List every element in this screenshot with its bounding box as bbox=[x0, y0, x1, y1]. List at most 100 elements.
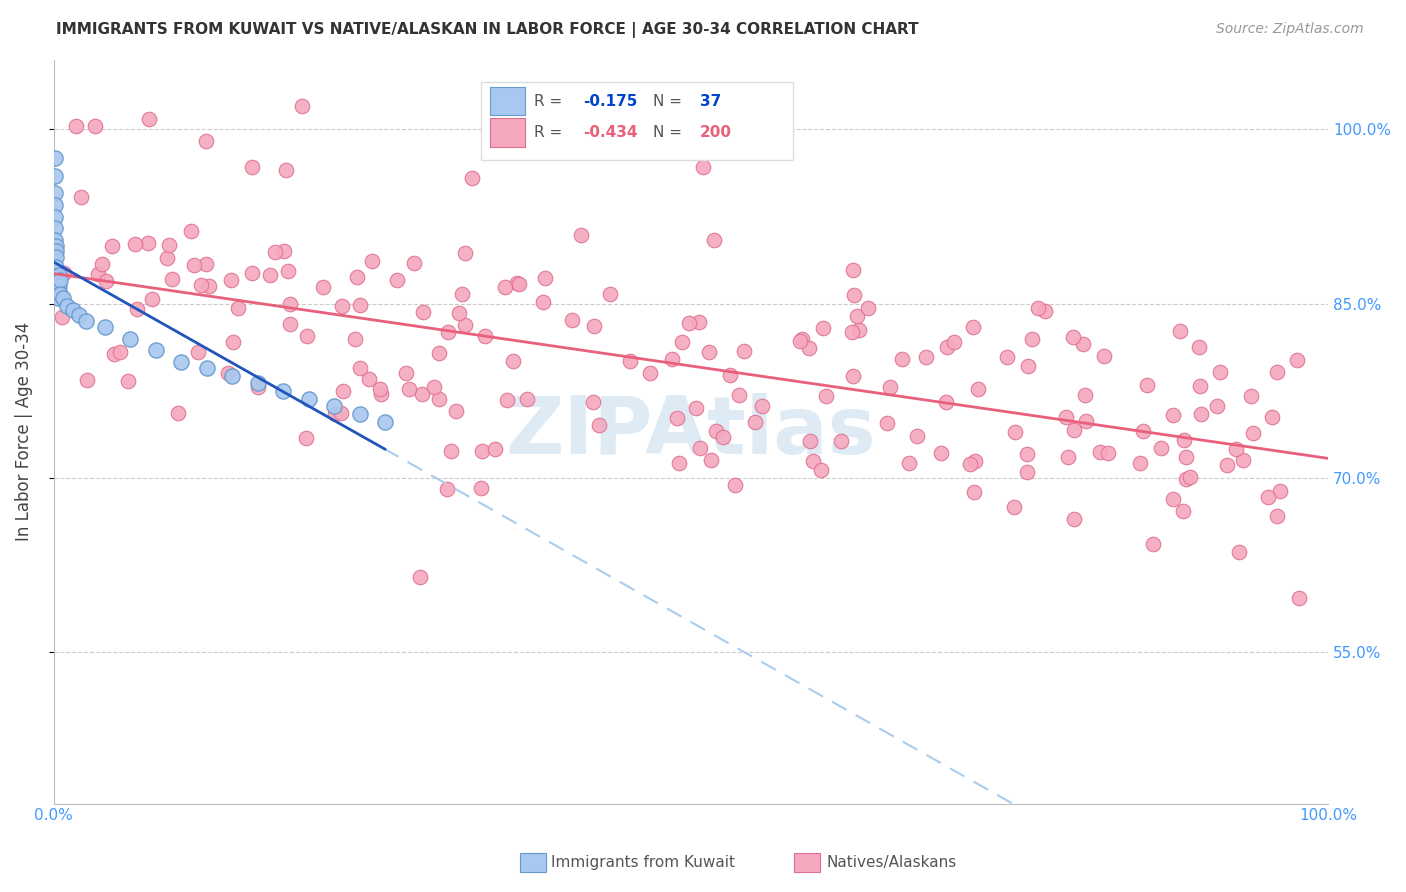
Point bbox=[661, 351, 683, 366]
Point bbox=[582, 319, 605, 334]
Point bbox=[170, 355, 193, 369]
Point bbox=[1286, 352, 1309, 367]
Point bbox=[323, 407, 346, 421]
Point bbox=[117, 374, 139, 388]
Point bbox=[1074, 388, 1097, 402]
Point bbox=[368, 382, 391, 396]
Point bbox=[90, 257, 112, 271]
Point bbox=[842, 288, 865, 302]
Point bbox=[44, 169, 66, 183]
Point bbox=[935, 394, 957, 409]
Point bbox=[534, 270, 557, 285]
Point bbox=[936, 340, 959, 354]
Y-axis label: In Labor Force | Age 30-34: In Labor Force | Age 30-34 bbox=[15, 322, 32, 541]
Point bbox=[858, 301, 880, 315]
Point bbox=[470, 481, 492, 495]
Point bbox=[395, 366, 418, 380]
Point bbox=[195, 360, 218, 375]
Point bbox=[451, 286, 474, 301]
Point bbox=[385, 273, 408, 287]
Point bbox=[668, 456, 690, 470]
Point bbox=[1062, 329, 1084, 343]
Point bbox=[1189, 407, 1212, 421]
Point bbox=[711, 430, 734, 444]
Point bbox=[1161, 409, 1184, 423]
Point bbox=[329, 406, 352, 420]
Point bbox=[692, 160, 714, 174]
Point bbox=[46, 276, 69, 290]
Point bbox=[1088, 445, 1111, 459]
Point bbox=[323, 399, 346, 413]
Point bbox=[461, 170, 484, 185]
Point bbox=[127, 302, 149, 317]
Point bbox=[959, 458, 981, 472]
Point bbox=[1216, 458, 1239, 473]
Point bbox=[75, 314, 97, 328]
Point bbox=[44, 152, 66, 166]
Point bbox=[699, 452, 721, 467]
Point bbox=[688, 315, 710, 329]
Point bbox=[1171, 504, 1194, 518]
Point bbox=[718, 368, 741, 382]
Point bbox=[1257, 490, 1279, 504]
Point bbox=[273, 244, 295, 258]
Text: 200: 200 bbox=[700, 125, 733, 140]
Point bbox=[226, 301, 249, 315]
Point bbox=[349, 407, 371, 421]
Point bbox=[45, 268, 67, 283]
Point bbox=[94, 320, 117, 334]
Point bbox=[45, 244, 67, 259]
Point bbox=[183, 258, 205, 272]
Point bbox=[332, 299, 354, 313]
Point bbox=[1288, 591, 1310, 605]
Point bbox=[599, 287, 621, 301]
Point bbox=[697, 344, 720, 359]
Point bbox=[1015, 447, 1038, 461]
Point bbox=[801, 454, 824, 468]
Point bbox=[929, 446, 952, 460]
Point bbox=[411, 387, 433, 401]
Point bbox=[162, 271, 184, 285]
Point bbox=[278, 317, 301, 331]
Point bbox=[1017, 465, 1039, 479]
Point bbox=[963, 453, 986, 467]
Point bbox=[87, 267, 110, 281]
Point bbox=[1074, 414, 1097, 428]
Point bbox=[516, 392, 538, 406]
Point bbox=[45, 238, 67, 252]
Point bbox=[277, 264, 299, 278]
Point bbox=[666, 411, 689, 425]
Point bbox=[1033, 303, 1056, 318]
Point bbox=[44, 233, 66, 247]
Point bbox=[1240, 389, 1263, 403]
Point bbox=[494, 280, 516, 294]
Point bbox=[751, 399, 773, 413]
Point bbox=[1004, 425, 1026, 439]
Point bbox=[1268, 484, 1291, 499]
Point bbox=[157, 238, 180, 252]
Point bbox=[619, 354, 641, 368]
Point bbox=[474, 328, 496, 343]
Point bbox=[427, 346, 450, 360]
Point bbox=[569, 228, 592, 243]
Text: Immigrants from Kuwait: Immigrants from Kuwait bbox=[551, 855, 735, 870]
Point bbox=[638, 367, 661, 381]
Point bbox=[346, 270, 368, 285]
Point bbox=[298, 392, 321, 406]
Point bbox=[799, 434, 821, 449]
Point bbox=[187, 345, 209, 359]
Point bbox=[841, 325, 863, 339]
Point bbox=[240, 266, 263, 280]
Point bbox=[246, 376, 269, 390]
Point bbox=[55, 299, 77, 313]
Point bbox=[502, 354, 524, 368]
Point bbox=[842, 368, 865, 383]
Point bbox=[1063, 423, 1085, 437]
Point bbox=[167, 405, 190, 419]
Point bbox=[52, 291, 75, 305]
Point bbox=[891, 352, 914, 367]
Point bbox=[454, 318, 477, 332]
Point bbox=[195, 134, 218, 148]
Point bbox=[1265, 365, 1288, 379]
Point bbox=[1092, 349, 1115, 363]
